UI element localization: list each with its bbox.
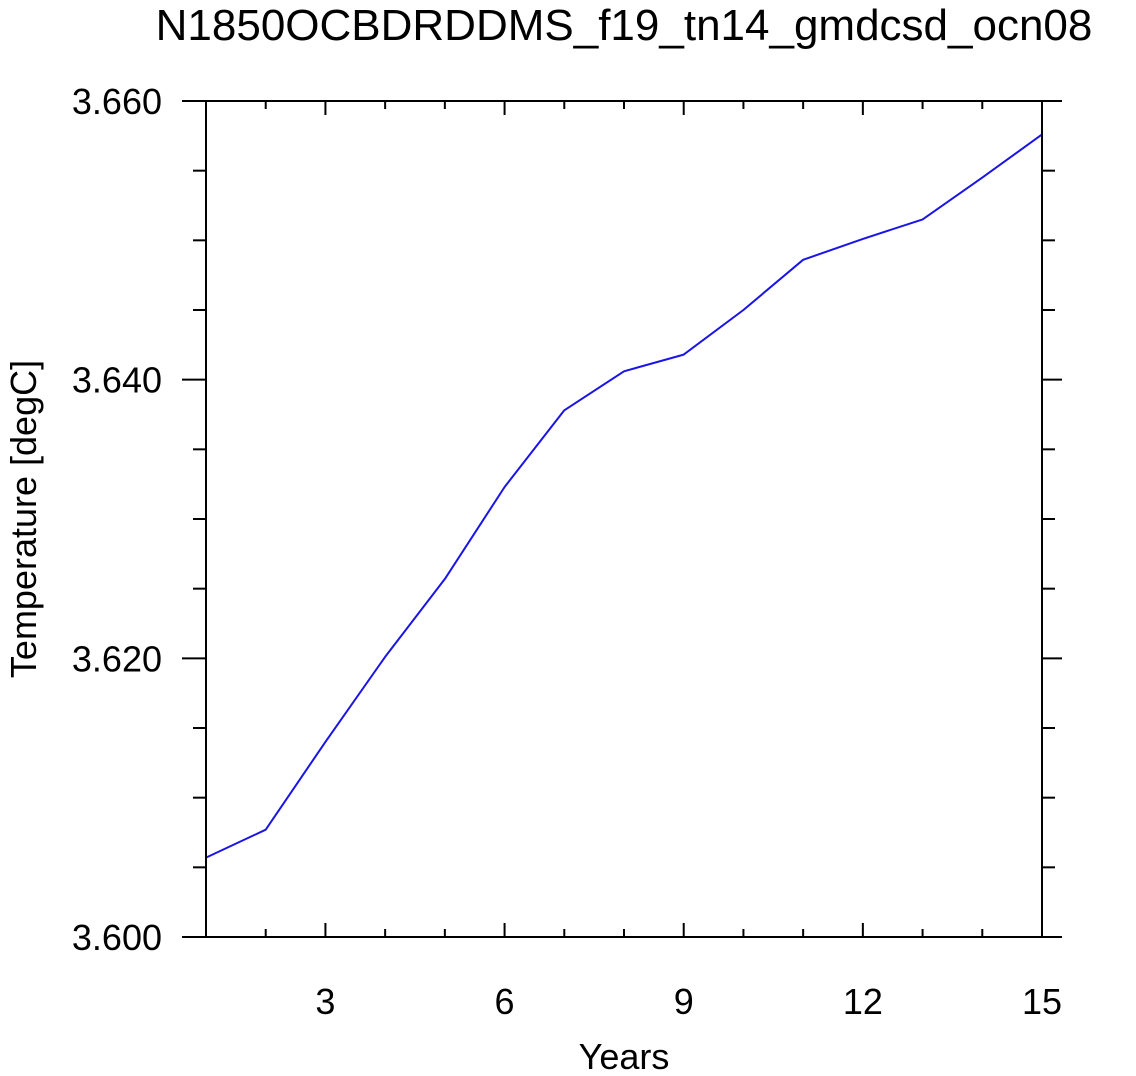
x-tick-label: 15 xyxy=(1022,981,1062,1022)
chart-title: N1850OCBDRDDMS_f19_tn14_gmdcsd_ocn08 xyxy=(156,1,1093,50)
x-tick-label: 6 xyxy=(495,981,515,1022)
tick-labels-layer: 3 6 9 12 15 3.600 3.620 3.640 3.660 xyxy=(72,81,1062,1022)
plot-frame xyxy=(205,100,1043,938)
x-axis-label: Years xyxy=(579,1036,670,1076)
x-tick-label: 12 xyxy=(843,981,883,1022)
series-layer xyxy=(205,133,1043,859)
y-tick-label: 3.640 xyxy=(72,360,162,401)
x-tick-label: 9 xyxy=(674,981,694,1022)
series-line xyxy=(205,133,1043,859)
y-tick-label: 3.600 xyxy=(72,917,162,958)
y-axis-label: Temperature [degC] xyxy=(3,360,44,678)
y-tick-label: 3.620 xyxy=(72,638,162,679)
x-tick-label: 3 xyxy=(315,981,335,1022)
y-tick-label: 3.660 xyxy=(72,81,162,122)
ticks-layer xyxy=(182,100,1062,938)
